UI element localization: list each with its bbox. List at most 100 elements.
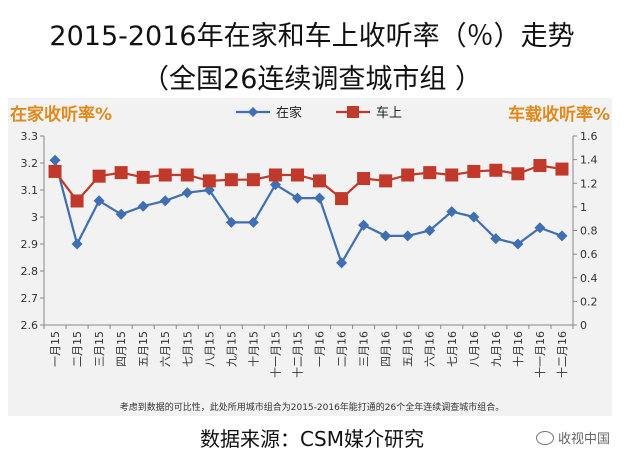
footnote: 考虑到数据的可比性，此处所用城市组合为2015-2016年能打通的26个全年连续…	[119, 403, 505, 413]
data-point-car	[268, 168, 282, 182]
x-tick-label: 十月16	[511, 331, 525, 367]
x-tick-label: 十二月15	[290, 331, 304, 378]
x-tick-label: 五月16	[402, 331, 415, 367]
legend-marker-car	[347, 106, 359, 118]
data-point-car	[335, 192, 349, 206]
right-tick-label: 1	[580, 201, 587, 214]
left-tick-label: 3.3	[21, 130, 39, 143]
right-tick-label: 0.6	[580, 248, 598, 261]
data-point-car	[379, 174, 393, 188]
right-tick-label: 0.2	[580, 295, 598, 308]
right-axis-title: 车载收听率%	[508, 104, 610, 125]
legend-label-car: 车上	[376, 105, 402, 121]
data-point-car	[114, 166, 128, 180]
data-point-car	[246, 173, 260, 187]
wechat-icon	[535, 430, 554, 445]
x-tick-label: 四月16	[380, 331, 393, 367]
x-tick-label: 十一月16	[533, 331, 547, 378]
right-tick-label: 0.4	[580, 272, 598, 285]
page-subtitle: （全国26连续调查城市组 ）	[142, 64, 482, 95]
data-point-home	[556, 230, 568, 242]
data-point-home	[71, 238, 83, 250]
data-point-car	[290, 168, 304, 182]
data-point-car	[445, 168, 459, 182]
x-tick-label: 五月15	[137, 331, 150, 367]
data-point-car	[489, 163, 503, 177]
data-point-car	[136, 170, 150, 184]
data-point-home	[115, 208, 127, 220]
data-point-car	[48, 164, 62, 178]
data-point-home	[93, 195, 105, 207]
data-point-home	[181, 187, 193, 199]
data-point-home	[49, 154, 61, 166]
data-point-home	[291, 192, 303, 204]
x-tick-label: 六月15	[159, 331, 172, 367]
chart-area: 在家收听率% 车载收听率% 2.6 2.7 2.8 2.9 3 3.1 3.2 3.3 0 0.2 0.…	[8, 98, 612, 416]
data-point-car	[423, 166, 437, 180]
x-tick-label: 九月15	[225, 331, 238, 367]
x-tick-label: 二月16	[336, 331, 349, 367]
data-point-car	[158, 168, 172, 182]
legend-marker-home	[248, 107, 258, 117]
data-point-home	[534, 222, 546, 234]
page-title: 2015-2016年在家和车上收听率（％）走势	[49, 21, 575, 52]
data-point-home	[137, 200, 149, 212]
data-point-home	[490, 233, 502, 245]
x-tick-label: 一月16	[314, 331, 327, 367]
data-point-car	[533, 159, 547, 173]
x-tick-label: 一月15	[49, 331, 62, 367]
x-tick-label: 八月15	[203, 331, 216, 367]
data-point-car	[70, 194, 84, 208]
x-tick-label: 六月16	[424, 331, 437, 367]
left-tick-label: 3	[31, 211, 38, 224]
data-point-car	[555, 162, 569, 176]
data-point-car	[313, 174, 327, 188]
legend-label-home: 在家	[276, 105, 302, 121]
x-tick-label: 八月16	[468, 331, 481, 367]
data-point-home	[314, 192, 326, 204]
data-point-home	[225, 216, 237, 228]
left-tick-label: 2.9	[21, 238, 39, 251]
left-tick-label: 2.7	[21, 292, 39, 305]
data-point-home	[468, 211, 480, 223]
left-axis-title: 在家收听率%	[10, 104, 112, 125]
data-point-home	[380, 230, 392, 242]
watermark: 收视中国	[535, 428, 610, 447]
series-line-square	[54, 164, 563, 203]
right-tick-label: 1.2	[580, 177, 598, 190]
right-tick-label: 1.4	[580, 154, 598, 167]
data-point-car	[401, 168, 415, 182]
line-chart: 在家收听率% 车载收听率% 2.6 2.7 2.8 2.9 3 3.1 3.2 3.3 0 0.2 0.…	[10, 104, 610, 378]
watermark-label: 收视中国	[557, 432, 610, 447]
data-point-car	[224, 173, 238, 187]
data-point-car	[180, 168, 194, 182]
data-point-home	[424, 225, 436, 236]
left-tick-label: 3.2	[21, 157, 39, 170]
x-tick-label: 七月15	[181, 331, 194, 367]
left-tick-label: 3.1	[21, 184, 39, 197]
right-tick-label: 0.8	[580, 225, 598, 238]
data-point-home	[358, 219, 370, 231]
data-point-home	[402, 230, 414, 242]
x-tick-label: 二月15	[71, 331, 84, 367]
x-tick-label: 十一月15	[268, 331, 282, 378]
x-tick-label: 四月15	[115, 331, 128, 367]
x-tick-label: 三月16	[358, 331, 371, 367]
data-point-car	[202, 174, 216, 188]
right-tick-label: 1.6	[580, 130, 598, 143]
source-text: 数据来源：CSM媒介研究	[200, 427, 424, 451]
left-tick-label: 2.6	[21, 319, 39, 332]
data-point-home	[269, 179, 281, 191]
data-point-home	[446, 206, 458, 218]
data-point-car	[511, 167, 525, 181]
x-tick-label: 七月16	[446, 331, 459, 367]
x-tick-label: 十二月16	[555, 331, 569, 378]
x-tick-label: 三月15	[93, 331, 106, 367]
data-point-home	[336, 257, 348, 269]
data-point-home	[159, 195, 171, 207]
left-tick-label: 2.8	[21, 265, 39, 278]
right-tick-label: 0	[580, 319, 587, 332]
x-tick-label: 十月15	[246, 331, 260, 367]
data-point-car	[357, 172, 371, 186]
data-point-car	[92, 169, 106, 183]
